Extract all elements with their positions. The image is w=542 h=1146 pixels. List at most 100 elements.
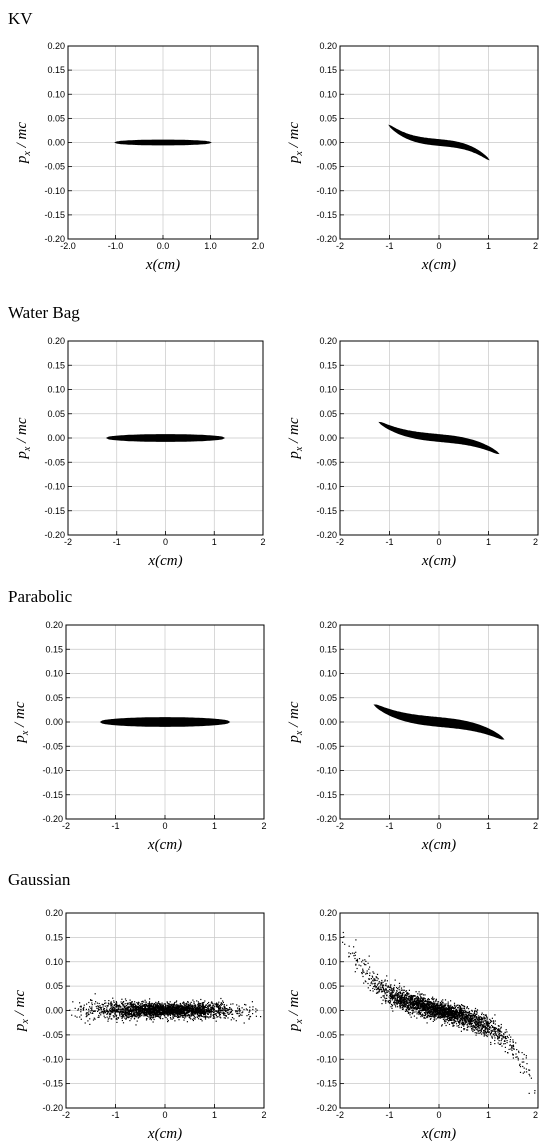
y-tick-label: 0.15	[45, 644, 63, 654]
data-point	[165, 1008, 167, 1010]
data-point	[356, 958, 358, 960]
data-point	[433, 1014, 436, 1016]
data-point	[177, 1006, 179, 1008]
data-point	[459, 1017, 461, 1020]
data-point	[199, 1004, 201, 1006]
data-point	[420, 1003, 422, 1005]
data-point	[152, 1021, 154, 1023]
data-point	[497, 1029, 499, 1031]
data-point	[170, 1004, 172, 1006]
data-point	[422, 1003, 424, 1005]
data-point	[90, 1007, 92, 1009]
data-point	[155, 1015, 157, 1017]
data-point	[160, 1007, 162, 1009]
data-point	[156, 1009, 158, 1011]
data-point	[464, 1018, 466, 1020]
y-tick-label: -0.05	[316, 457, 337, 467]
y-tick-label: -0.20	[42, 1103, 63, 1113]
data-point	[116, 1004, 118, 1006]
data-point	[127, 1009, 129, 1011]
data-point	[392, 995, 394, 997]
data-point	[127, 1014, 129, 1016]
data-point	[478, 1030, 480, 1032]
data-point	[441, 1025, 443, 1027]
y-tick-label: -0.15	[316, 506, 337, 516]
data-point	[445, 1024, 447, 1027]
data-point	[130, 1012, 133, 1015]
data-point	[421, 1005, 424, 1007]
data-point	[380, 991, 383, 993]
data-point	[459, 1023, 461, 1025]
data-point	[144, 1007, 146, 1009]
data-point	[164, 1006, 166, 1008]
data-point	[419, 1012, 421, 1014]
data-point	[406, 1010, 408, 1012]
data-point	[158, 1016, 160, 1018]
data-point	[96, 1002, 98, 1004]
data-point	[384, 997, 386, 999]
data-point	[455, 1014, 457, 1016]
data-point	[186, 1006, 188, 1008]
data-point	[134, 1004, 136, 1006]
data-point	[419, 998, 421, 1000]
y-tick-label: 0.05	[47, 113, 65, 123]
y-tick-label: 0.15	[319, 644, 337, 654]
data-point	[112, 1005, 114, 1007]
data-point	[435, 1006, 437, 1008]
data-point	[486, 1030, 488, 1032]
data-point	[181, 1011, 183, 1013]
data-point	[225, 1008, 227, 1010]
x-tick-label: -2	[336, 241, 344, 251]
data-point	[460, 1011, 462, 1013]
data-point	[419, 999, 421, 1001]
section-label: Gaussian	[8, 870, 71, 889]
data-point	[180, 1006, 182, 1008]
data-point	[389, 992, 392, 994]
data-point	[230, 1010, 233, 1013]
data-point	[169, 1016, 172, 1019]
data-point	[488, 1023, 491, 1025]
data-point	[448, 1013, 451, 1015]
data-point	[112, 1007, 114, 1009]
data-point	[197, 1011, 199, 1013]
data-point	[191, 1009, 193, 1011]
data-point	[229, 1011, 231, 1013]
data-point	[209, 1010, 211, 1013]
data-point	[442, 1011, 444, 1014]
data-point	[132, 1009, 134, 1011]
data-point	[130, 1010, 132, 1013]
data-point	[184, 1013, 186, 1015]
data-point	[491, 1035, 493, 1037]
data-point	[156, 1006, 158, 1008]
data-point	[116, 1010, 118, 1012]
data-point	[461, 1009, 463, 1011]
data-point	[344, 943, 346, 945]
data-point	[127, 1012, 129, 1015]
data-point	[413, 1000, 416, 1003]
data-point	[165, 1013, 167, 1015]
data-point	[202, 1015, 204, 1018]
data-point	[171, 1005, 173, 1007]
data-point	[139, 1008, 142, 1010]
data-point	[469, 1013, 471, 1015]
data-point	[245, 1004, 247, 1006]
data-point	[523, 1067, 525, 1069]
data-point	[410, 1005, 412, 1008]
data-point	[365, 964, 367, 966]
data-point	[159, 1012, 161, 1015]
data-point	[464, 1023, 466, 1025]
data-point	[170, 1013, 172, 1015]
data-point	[207, 1006, 209, 1008]
data-point	[447, 1020, 450, 1022]
data-point	[148, 1007, 150, 1009]
data-point	[148, 1005, 151, 1007]
data-point	[184, 1008, 186, 1011]
data-point	[139, 1006, 142, 1008]
data-point	[459, 1015, 461, 1017]
data-point	[223, 1014, 225, 1016]
data-point	[483, 1020, 485, 1022]
data-point	[186, 1007, 188, 1009]
data-point	[367, 982, 369, 985]
data-point	[125, 1012, 128, 1014]
data-point	[99, 1012, 101, 1014]
